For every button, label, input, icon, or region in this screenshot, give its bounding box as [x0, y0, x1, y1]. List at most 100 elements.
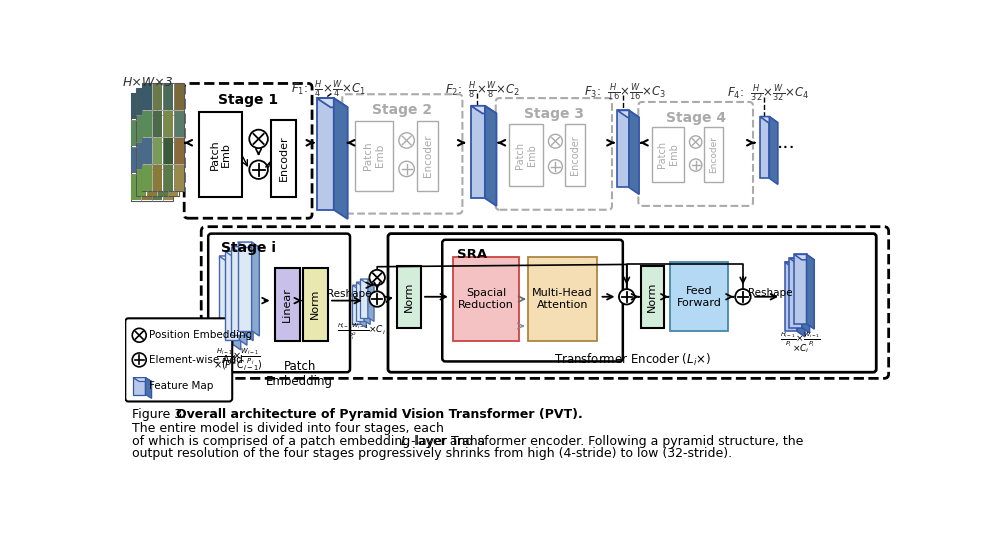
Bar	[163, 84, 173, 110]
Polygon shape	[364, 282, 371, 324]
FancyBboxPatch shape	[208, 233, 350, 372]
Circle shape	[132, 353, 146, 367]
FancyBboxPatch shape	[275, 267, 300, 341]
Bar	[147, 116, 157, 141]
Polygon shape	[802, 258, 810, 333]
Polygon shape	[785, 262, 797, 332]
Text: Stage i: Stage i	[220, 241, 276, 255]
FancyBboxPatch shape	[199, 112, 241, 197]
Polygon shape	[485, 106, 496, 206]
Polygon shape	[317, 98, 334, 210]
FancyBboxPatch shape	[565, 124, 585, 186]
Text: Figure 3:: Figure 3:	[132, 408, 190, 421]
Text: $F_4$:  $\frac{H}{32}$$\times$$\frac{W}{32}$$\times C_4$: $F_4$: $\frac{H}{32}$$\times$$\frac{W}{3…	[727, 83, 809, 104]
Polygon shape	[790, 258, 810, 264]
Text: Encoder: Encoder	[422, 135, 432, 177]
Circle shape	[249, 130, 268, 148]
Bar	[168, 169, 178, 196]
Polygon shape	[238, 242, 252, 330]
Text: Linear: Linear	[282, 287, 292, 322]
FancyBboxPatch shape	[704, 127, 723, 182]
Polygon shape	[133, 378, 151, 381]
Bar	[152, 120, 162, 146]
Bar	[163, 138, 173, 164]
Text: Stage 2: Stage 2	[373, 104, 432, 117]
Bar	[141, 174, 151, 200]
Bar	[136, 88, 178, 196]
Bar	[141, 147, 151, 173]
Bar	[168, 116, 178, 141]
Polygon shape	[471, 106, 496, 113]
FancyBboxPatch shape	[201, 227, 888, 378]
Text: Norm: Norm	[310, 289, 320, 319]
Polygon shape	[618, 110, 629, 187]
Bar	[157, 169, 167, 196]
Polygon shape	[231, 247, 245, 335]
Polygon shape	[219, 256, 241, 261]
Circle shape	[398, 133, 414, 148]
Text: Encoder: Encoder	[709, 136, 718, 173]
FancyBboxPatch shape	[528, 256, 598, 341]
Bar	[157, 88, 167, 115]
Polygon shape	[225, 252, 247, 256]
Text: -layer Transformer encoder. Following a pyramid structure, the: -layer Transformer encoder. Following a …	[411, 435, 804, 448]
Circle shape	[735, 289, 751, 305]
Text: Patch
Emb: Patch Emb	[209, 139, 231, 170]
Bar	[141, 83, 184, 191]
Polygon shape	[353, 285, 367, 289]
Circle shape	[398, 161, 414, 176]
Text: $L_i$: $L_i$	[399, 435, 411, 450]
Bar	[131, 174, 141, 200]
Bar	[142, 165, 151, 191]
Polygon shape	[245, 247, 253, 341]
FancyBboxPatch shape	[388, 233, 876, 372]
Polygon shape	[794, 254, 815, 260]
Bar	[130, 93, 173, 201]
Polygon shape	[219, 256, 233, 345]
Polygon shape	[769, 117, 778, 184]
Bar	[163, 174, 173, 200]
Bar	[163, 165, 173, 191]
Polygon shape	[233, 256, 241, 350]
Polygon shape	[790, 258, 802, 328]
Bar	[136, 116, 146, 141]
Polygon shape	[239, 252, 247, 345]
Text: ...: ...	[777, 133, 796, 152]
Text: Stage 1: Stage 1	[218, 93, 278, 107]
Polygon shape	[361, 279, 374, 283]
Bar	[136, 169, 146, 196]
Bar	[163, 93, 173, 119]
Polygon shape	[334, 98, 348, 219]
Polygon shape	[357, 282, 364, 321]
Polygon shape	[794, 254, 807, 324]
Bar	[152, 84, 162, 110]
Text: Stage 4: Stage 4	[665, 111, 726, 125]
Bar	[174, 84, 184, 110]
Circle shape	[370, 292, 384, 307]
Circle shape	[689, 159, 702, 172]
Text: Encoder: Encoder	[570, 135, 580, 175]
Polygon shape	[785, 262, 805, 267]
Polygon shape	[807, 254, 815, 329]
Text: $\times(P_i^2 C_{i-1})$: $\times(P_i^2 C_{i-1})$	[213, 358, 263, 374]
Text: Element-wise Add: Element-wise Add	[148, 355, 242, 365]
Text: Encoder: Encoder	[278, 135, 289, 181]
Polygon shape	[225, 252, 239, 340]
Polygon shape	[368, 279, 374, 321]
Polygon shape	[361, 279, 368, 317]
Text: $F_1$:  $\frac{H}{4}$$\times$$\frac{W}{4}$$\times C_1$: $F_1$: $\frac{H}{4}$$\times$$\frac{W}{4}…	[292, 78, 367, 100]
Bar	[163, 120, 173, 146]
Polygon shape	[353, 285, 361, 324]
Text: Patch
Embedding: Patch Embedding	[266, 359, 333, 388]
Bar	[142, 84, 151, 110]
FancyBboxPatch shape	[496, 98, 612, 210]
Polygon shape	[618, 110, 639, 117]
Polygon shape	[797, 262, 805, 337]
Text: Feed
Forward: Feed Forward	[676, 286, 721, 307]
FancyBboxPatch shape	[442, 240, 622, 362]
FancyBboxPatch shape	[271, 119, 296, 197]
Bar	[163, 111, 173, 137]
Text: $F_2$:  $\frac{H}{8}$$\times$$\frac{W}{8}$$\times C_2$: $F_2$: $\frac{H}{8}$$\times$$\frac{W}{8}…	[445, 79, 520, 101]
Bar	[142, 138, 151, 164]
FancyBboxPatch shape	[509, 124, 543, 186]
